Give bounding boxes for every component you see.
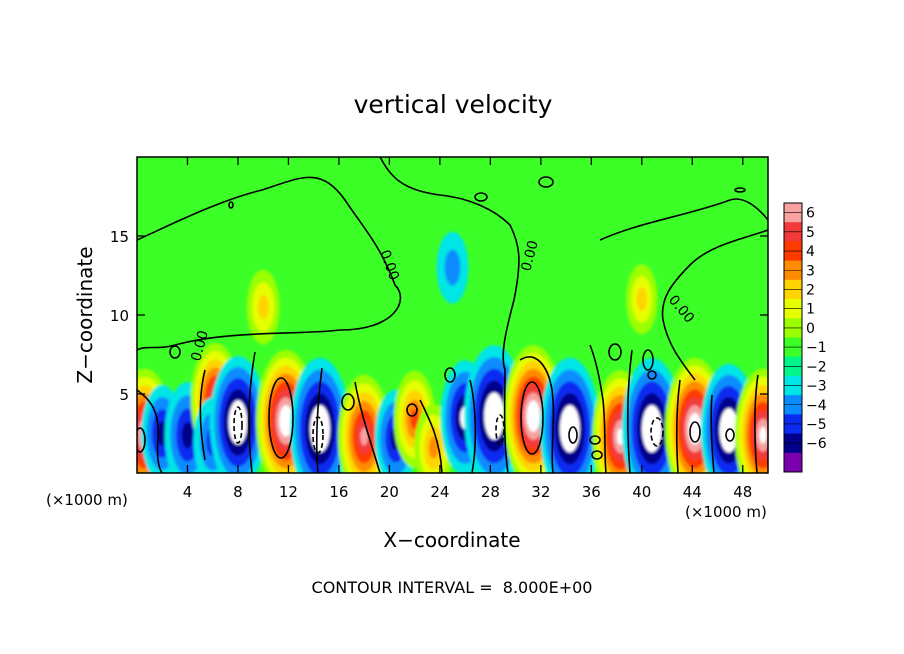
x-tick-label: 8 — [233, 483, 243, 501]
y-axis-label: Z−coordinate — [73, 246, 97, 383]
zero-contour-line — [354, 381, 381, 473]
chart-title: vertical velocity — [354, 90, 553, 119]
x-unit-left: (×1000 m) — [46, 491, 128, 509]
downdraft-cell — [233, 411, 243, 434]
x-tick-label: 16 — [329, 483, 348, 501]
colorbar-label: −5 — [806, 417, 827, 433]
zero-contour-line — [589, 344, 607, 473]
contour-blob — [474, 192, 488, 202]
downdraft-cell — [489, 404, 500, 428]
contour-blob — [538, 176, 554, 188]
contour-label: 0.00 — [518, 239, 542, 273]
x-tick-label: 12 — [279, 483, 298, 501]
updraft-cell — [257, 294, 269, 320]
y-tick-label: 10 — [110, 307, 129, 325]
contour-blob — [647, 370, 657, 380]
contour-blob — [689, 421, 701, 443]
x-tick-label: 44 — [683, 483, 702, 501]
zero-contour-line — [315, 367, 323, 473]
contour-blob — [495, 414, 505, 446]
x-tick-label: 20 — [380, 483, 399, 501]
colorbar-label: −3 — [806, 379, 827, 395]
zero-contour-line — [379, 157, 520, 473]
colorbar-label: 4 — [806, 244, 815, 260]
zero-contour-line — [248, 351, 256, 473]
zero-contour-line — [199, 369, 206, 461]
updraft-cell — [282, 412, 290, 429]
contour-blob — [444, 367, 456, 383]
colorbar-label: −4 — [806, 398, 827, 414]
x-axis-label: X−coordinate — [383, 528, 520, 552]
x-tick-label: 36 — [582, 483, 601, 501]
x-tick-label: 32 — [531, 483, 550, 501]
contour-blob — [520, 381, 544, 455]
contour-blob — [642, 349, 654, 371]
zero-contour-line — [137, 176, 402, 351]
x-tick-label: 28 — [481, 483, 500, 501]
contour-blob — [589, 435, 601, 445]
y-tick-label: 15 — [110, 228, 129, 246]
x-tick-label: 48 — [733, 483, 752, 501]
y-tick-label: 5 — [119, 386, 129, 404]
x-tick-label: 40 — [632, 483, 651, 501]
colorbar-label: 6 — [806, 206, 815, 222]
colorbar-frame — [783, 202, 803, 473]
colorbar-label: −6 — [806, 436, 827, 452]
x-tick-label: 24 — [430, 483, 449, 501]
x-unit-right: (×1000 m) — [685, 503, 767, 521]
contour-blob — [268, 377, 294, 459]
updraft-cell — [360, 427, 368, 446]
updraft-cell — [759, 426, 767, 444]
zero-contour-line — [710, 394, 715, 473]
colorbar-label: −2 — [806, 359, 827, 375]
contour-blob — [406, 403, 418, 417]
colorbar-label: 5 — [806, 225, 815, 241]
updraft-cell — [529, 408, 537, 425]
contour-blob — [568, 426, 578, 444]
colorbar-label: −1 — [806, 340, 827, 356]
downdraft-cell — [181, 421, 194, 449]
contour-interval-note: CONTOUR INTERVAL = 8.000E+00 — [312, 578, 593, 597]
colorbar: 6 5 4 3 2 1 0 −1 −2 −3 −4 −5 −6 — [783, 202, 827, 473]
colorbar-label: 1 — [806, 302, 815, 318]
zero-contour-line — [627, 349, 633, 473]
updraft-cell — [428, 436, 439, 459]
contour-blob — [312, 416, 324, 454]
colorbar-label: 3 — [806, 263, 815, 279]
contour-blob — [341, 393, 355, 411]
contour-blob — [725, 428, 735, 442]
contour-label: 0.00 — [188, 329, 212, 363]
colorbar-label: 2 — [806, 282, 815, 298]
contour-blob — [169, 345, 181, 359]
updraft-cell — [410, 409, 419, 429]
contour-blob — [608, 343, 622, 361]
zero-contour-line — [661, 229, 768, 381]
zero-contour-line — [519, 356, 555, 473]
zero-contour-line — [675, 379, 681, 473]
zero-contour-line — [137, 389, 163, 473]
updraft-cell — [691, 420, 699, 437]
x-tick-label: 4 — [183, 483, 193, 501]
contour-blob — [233, 406, 243, 444]
contour-blob — [137, 427, 146, 453]
zero-contour-line — [754, 374, 759, 473]
downdraft-cell — [444, 249, 461, 286]
updraft-cell — [636, 287, 647, 311]
zero-contours — [137, 157, 768, 473]
colorbar-swatch — [784, 452, 802, 473]
zero-contour-line — [599, 198, 768, 241]
zero-contour-line — [419, 399, 443, 473]
colorbar-label: 0 — [806, 321, 815, 337]
contour-blob — [734, 187, 746, 193]
plot-area: 0.00 0.00 0.00 0.00 4 8 12 16 20 24 28 32 36 40 44… — [110, 156, 769, 501]
contour-blob — [591, 450, 603, 460]
zero-contour-line — [469, 379, 477, 473]
contour-blob — [650, 417, 664, 447]
contour-blob — [228, 201, 234, 209]
